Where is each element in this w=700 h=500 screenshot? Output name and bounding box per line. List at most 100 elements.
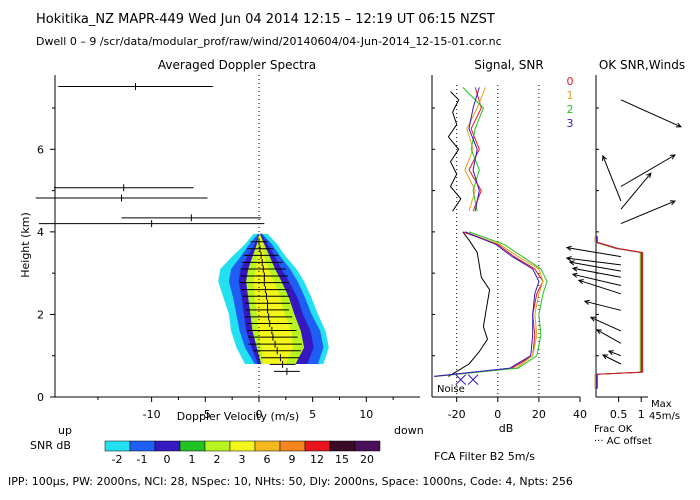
upper-snr-line-beam-2 — [462, 87, 484, 212]
winds-panel: OK SNR,Winds 0.5 1 Frac OK ··· AC offset … — [565, 58, 685, 447]
snr-colorbar: -2 -1 0 1 2 3 6 9 12 15 20 — [104, 440, 381, 466]
colorbar-tick-label: 1 — [189, 453, 196, 466]
snr-line-beam-1 — [436, 231, 544, 377]
x-tick-label: -10 — [143, 408, 161, 421]
winds-series — [565, 99, 682, 389]
wind-vector — [577, 279, 622, 295]
max-label: Max — [651, 399, 672, 410]
colorbar-tick-label: -2 — [112, 453, 123, 466]
wind-vector — [565, 256, 621, 266]
wind-vector — [601, 354, 622, 365]
colorbar-swatch — [104, 440, 131, 452]
wind-vector — [565, 245, 621, 258]
winds-x-tick-label: 0.5 — [610, 408, 628, 421]
down-label: down — [394, 424, 424, 437]
colorbar-tick-label: 2 — [214, 453, 221, 466]
fca-filter-label: FCA Filter B2 5m/s — [434, 450, 535, 463]
colorbar-swatch — [254, 440, 281, 452]
beam-legend-3: 3 — [567, 117, 574, 130]
snr-line-beam-3 — [434, 231, 540, 377]
colorbar-swatch — [354, 440, 381, 452]
wind-vector — [568, 260, 621, 272]
upper-snr-line-beam-1 — [464, 87, 486, 212]
colorbar-swatch — [154, 440, 181, 452]
x-tick-label: -5 — [200, 408, 211, 421]
signal-x-label: dB — [499, 422, 514, 435]
winds-axes: 0.5 1 — [595, 75, 648, 421]
x-axis-label: Doppler Velocity (m/s) — [177, 410, 299, 423]
wind-vector — [589, 316, 622, 332]
frac-ok-label: Frac OK — [594, 424, 633, 435]
header-dwell: Dwell 0 – 9 /scr/data/modular_prof/raw/w… — [36, 35, 502, 48]
colorbar-swatch — [329, 440, 356, 452]
noise-profile-line — [448, 231, 491, 377]
x-tick-label: 5 — [309, 408, 316, 421]
signal-x-tick-label: 40 — [573, 408, 587, 421]
wind-vector — [595, 329, 622, 344]
wind-vector — [583, 299, 622, 311]
noise-marker — [467, 374, 479, 386]
colorbar-tick-label: 15 — [335, 453, 349, 466]
spectra-title: Averaged Doppler Spectra — [158, 58, 316, 72]
colorbar-swatch — [304, 440, 331, 452]
snr-contours — [218, 233, 329, 364]
colorbar-tick-label: 6 — [264, 453, 271, 466]
upper-noise-line — [447, 91, 462, 212]
colorbar-tick-label: 0 — [164, 453, 171, 466]
signal-series — [434, 87, 548, 386]
signal-x-tick-label: -20 — [448, 408, 466, 421]
colorbar-swatch — [229, 440, 256, 452]
frac-ok-line-beam-0 — [596, 236, 644, 389]
colorbar-swatch — [279, 440, 306, 452]
wind-vector — [602, 154, 622, 202]
x-tick-label: 0 — [255, 408, 262, 421]
colorbar-tick-label: 3 — [239, 453, 246, 466]
snr-line-beam-0 — [434, 231, 544, 377]
y-tick-label: 6 — [37, 143, 44, 156]
colorbar-tick-label: 20 — [360, 453, 374, 466]
upper-snr-line-beam-0 — [468, 87, 482, 212]
snr-line-beam-2 — [436, 231, 548, 377]
snr-colorbar-label: SNR dB — [30, 439, 71, 452]
wind-vector — [620, 172, 652, 210]
y-tick-label: 4 — [37, 226, 44, 239]
max-speed-label: 45m/s — [649, 411, 680, 422]
signal-title: Signal, SNR — [474, 58, 543, 72]
colorbar-swatch — [129, 440, 156, 452]
beam-legend-0: 0 — [567, 75, 574, 88]
beam-legend-2: 2 — [567, 103, 574, 116]
colorbar-tick-label: 12 — [310, 453, 324, 466]
ac-offset-label: ··· AC offset — [594, 436, 652, 447]
wind-vector — [620, 99, 682, 128]
frac-ok-line-beam-3 — [596, 236, 643, 389]
signal-panel: Signal, SNR -20 0 20 40 Noise dB FCA Filter… — [431, 58, 587, 463]
header-title: Hokitika_NZ MAPR-449 Wed Jun 04 2014 12:… — [36, 12, 495, 27]
colorbar-tick-label: -1 — [137, 453, 148, 466]
up-label: up — [58, 424, 72, 437]
upper-snr-line-beam-3 — [468, 87, 480, 212]
colorbar-tick-label: 9 — [289, 453, 296, 466]
signal-x-tick-label: 0 — [494, 408, 501, 421]
colorbar-swatch — [179, 440, 206, 452]
wind-vector — [571, 266, 621, 278]
x-tick-label: 10 — [359, 408, 373, 421]
y-tick-label: 0 — [37, 391, 44, 404]
winds-title: OK SNR,Winds — [599, 58, 685, 72]
winds-x-tick-label: 1 — [638, 408, 645, 421]
wind-vector — [607, 350, 622, 357]
spectra-moments — [35, 83, 302, 375]
frac-ok-line-beam-2 — [595, 236, 642, 389]
frac-ok-line-beam-1 — [594, 236, 641, 389]
y-axis-label: Height (km) — [19, 212, 32, 278]
colorbar-swatch — [204, 440, 231, 452]
wind-vector — [620, 154, 676, 187]
noise-marker — [455, 374, 467, 386]
wind-vector — [571, 272, 622, 286]
beam-legend-1: 1 — [567, 89, 574, 102]
spectra-axes: -10 -5 0 5 10 0 2 4 6 — [37, 75, 420, 421]
y-tick-label: 2 — [37, 308, 44, 321]
footer-parameters: IPP: 100µs, PW: 2000ns, NCI: 28, NSpec: … — [8, 475, 573, 488]
